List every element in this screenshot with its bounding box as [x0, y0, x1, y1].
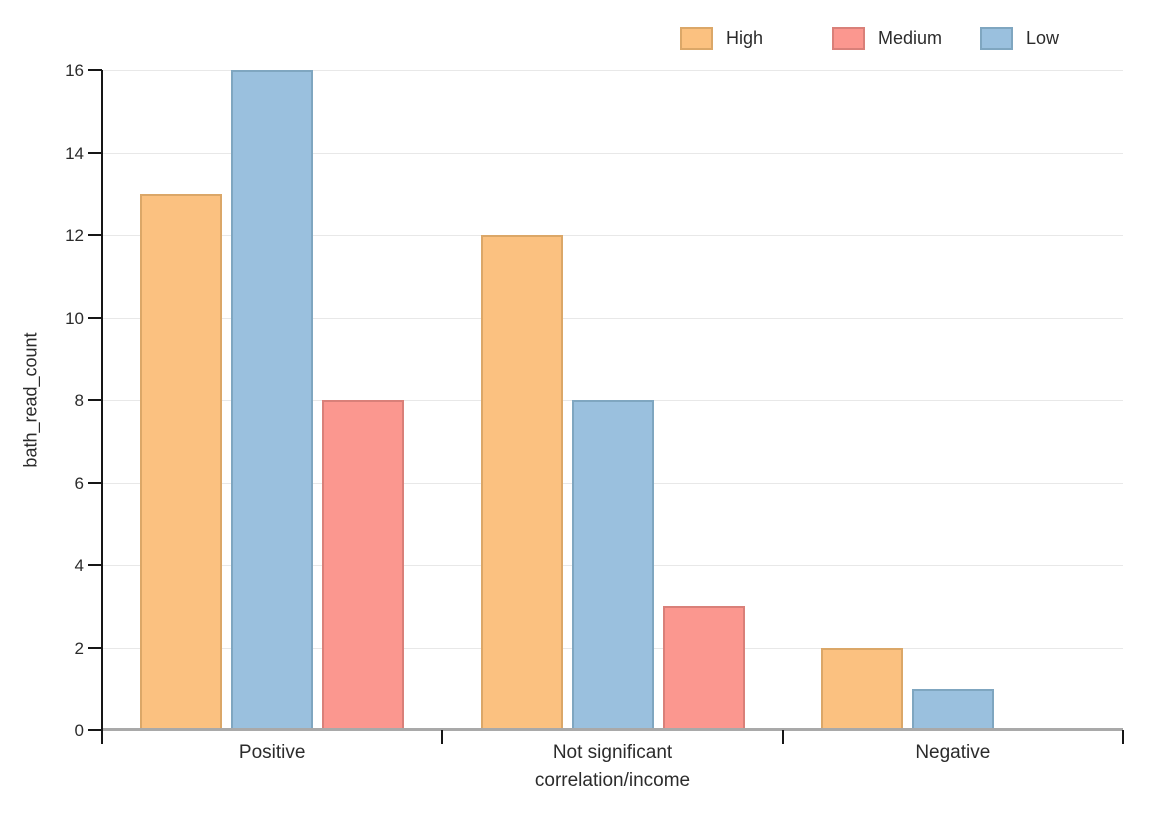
legend-label: Low	[1026, 28, 1060, 48]
x-tick	[1122, 730, 1124, 744]
gridline	[102, 235, 1123, 236]
y-tick	[88, 399, 102, 401]
legend-swatch-low	[980, 27, 1013, 50]
gridline	[102, 70, 1123, 71]
legend-swatch-high	[680, 27, 713, 50]
y-axis-line	[101, 70, 103, 744]
legend-item-high[interactable]: High	[680, 27, 763, 50]
bar-low-not-significant	[571, 400, 654, 730]
y-tick	[88, 69, 102, 71]
chart-legend: High Medium Low	[0, 0, 1168, 60]
legend-item-medium[interactable]: Medium	[832, 27, 942, 50]
legend-item-low[interactable]: Low	[980, 27, 1059, 50]
bar-medium-positive	[322, 400, 405, 730]
y-axis-title: bath_read_count	[20, 332, 41, 468]
legend-label: High	[726, 28, 764, 48]
y-tick-label: 0	[74, 721, 84, 740]
y-tick	[88, 729, 102, 731]
y-tick	[88, 481, 102, 484]
bar-high-negative	[820, 647, 903, 730]
bar-high-positive	[140, 193, 223, 730]
x-tick	[781, 730, 784, 744]
y-tick-label: 6	[74, 473, 84, 493]
y-tick	[88, 564, 102, 566]
y-tick	[88, 234, 102, 236]
x-tick	[101, 730, 103, 744]
y-tick-label: 12	[65, 226, 84, 245]
x-tick-label: Not significant	[552, 742, 673, 763]
y-tick-label: 14	[65, 143, 84, 163]
x-axis-line	[102, 728, 1123, 731]
y-tick	[88, 316, 102, 319]
x-tick-label: Positive	[238, 742, 306, 763]
y-tick	[88, 646, 102, 649]
bar-low-negative	[911, 688, 994, 730]
y-tick-label: 2	[74, 638, 84, 658]
x-tick	[441, 730, 444, 744]
y-tick-label: 16	[65, 61, 84, 80]
bar-low-positive	[231, 70, 314, 730]
y-tick-label: 8	[74, 391, 84, 410]
x-axis-title: correlation/income	[534, 770, 691, 791]
plot-area	[102, 70, 1123, 730]
legend-swatch-medium	[832, 27, 865, 50]
gridline	[102, 317, 1123, 319]
bar-medium-not-significant	[662, 606, 745, 730]
y-tick	[88, 151, 102, 154]
x-tick-label: Negative	[915, 742, 991, 763]
y-tick-label: 10	[65, 308, 84, 328]
y-tick-label: 4	[74, 556, 84, 575]
bar-high-not-significant	[480, 235, 563, 730]
legend-label: Medium	[878, 28, 943, 48]
gridline	[102, 152, 1123, 154]
